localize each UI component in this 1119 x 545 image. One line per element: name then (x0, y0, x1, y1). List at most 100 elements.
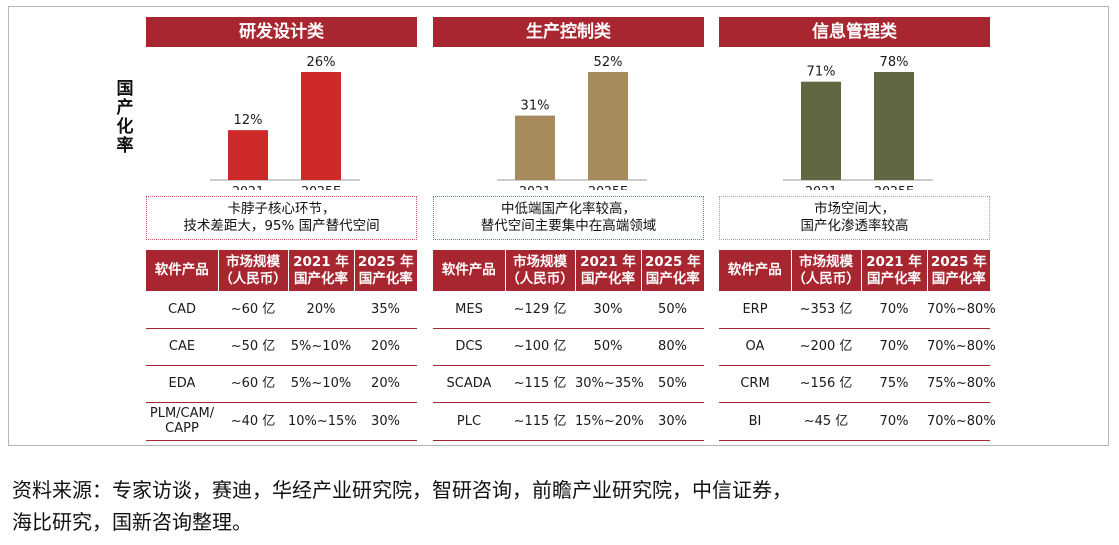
table-cell: DCS (433, 328, 505, 366)
table-cell: ~50 亿 (218, 328, 288, 366)
table-header-row: 软件产品 市场规模 （人民币） 2021 年国产化率 2025 年国产化率 (719, 250, 990, 291)
note-line: 替代空间主要集中在高端领域 (480, 218, 657, 234)
note-line: 卡脖子核心环节， (227, 201, 336, 217)
product-name-line: OA (745, 339, 765, 354)
product-name-line: BI (748, 413, 762, 429)
table-cell: 20% (354, 328, 417, 366)
table-cell: 50% (575, 328, 641, 366)
data-table: 软件产品 市场规模 （人民币） 2021 年国产化率 2025 年国产化率 ERP ~353… (719, 250, 996, 441)
column-header-line: 国产化率 (931, 270, 986, 287)
table-cell: 75%~80% (927, 365, 996, 403)
column-header-line: 市场规模 (799, 253, 853, 270)
table-cell: ~60 亿 (218, 291, 288, 329)
table-cell: 75% (861, 365, 927, 403)
bar-chart: 71% 2021 78% 2025E (783, 55, 933, 190)
y-axis-label: 国 产 化 率 (115, 80, 135, 156)
column-header-line: 国产化率 (294, 270, 348, 287)
table-cell: ~200 亿 (791, 328, 861, 366)
x-tick-label: 2021 (519, 183, 551, 190)
table-cell: 35% (354, 291, 417, 329)
table-cell: 20% (288, 291, 354, 329)
source-line: 资料来源：专家访谈，赛迪，华经产业研究院，智研咨询，前瞻产业研究院，中信证券， (12, 478, 792, 502)
table-cell: ERP (719, 291, 791, 329)
table-cell: 50% (641, 291, 704, 329)
table-cell: 70%~80% (927, 291, 996, 329)
data-label: 71% (807, 65, 836, 80)
panel-title: 研发设计类 (146, 17, 417, 47)
table-row: CRM ~156 亿 75% 75%~80% (719, 365, 996, 403)
data-label: 31% (521, 99, 550, 114)
table-row: EDA ~60 亿 5%~10% 20% (146, 365, 417, 403)
table-cell: ~40 亿 (218, 402, 288, 441)
bar-2025E (874, 72, 914, 180)
table-cell: 5%~10% (288, 328, 354, 366)
product-name-line: CAPP (165, 421, 199, 436)
table-cell: SCADA (433, 365, 505, 403)
data-label: 26% (307, 55, 336, 70)
table-header-row: 软件产品 市场规模 （人民币） 2021 年国产化率 2025 年国产化率 (433, 250, 704, 291)
table-cell: ~129 亿 (505, 291, 575, 329)
figure-frame (8, 6, 1109, 446)
column-header-line: 2025 年 (644, 253, 701, 270)
source-note: 资料来源：专家访谈，赛迪，华经产业研究院，智研咨询，前瞻产业研究院，中信证券， … (12, 474, 1107, 538)
product-name-line: CAE (168, 339, 196, 354)
table-cell: 30% (575, 291, 641, 329)
column-header: 市场规模 （人民币） (791, 250, 862, 291)
column-header: 2025 年国产化率 (927, 250, 990, 291)
table-cell: 20% (354, 365, 417, 403)
table-cell: CAE (146, 328, 218, 366)
table-row: ERP ~353 亿 70% 70%~80% (719, 291, 996, 329)
product-name-line: PLC (456, 413, 482, 429)
table-cell: ~115 亿 (505, 402, 575, 441)
table-cell: 30%~35% (575, 365, 644, 403)
bar-chart: 12% 2021 26% 2025E (210, 55, 360, 190)
x-tick-label: 2021 (232, 183, 264, 190)
table-row: BI ~45 亿 70% 70%~80% (719, 402, 996, 441)
data-label: 12% (234, 113, 263, 128)
x-tick-label: 2025E (301, 183, 341, 190)
data-label: 52% (594, 55, 623, 70)
column-header-line: 2021 年 (866, 253, 922, 270)
table-cell: 80% (641, 328, 704, 366)
note-line: 技术差距大，95% 国产替代空间 (183, 218, 380, 234)
panel-1: 研发设计类 12% 2021 26% 2025E 卡脖子核心环节，技术差距大，95% 国产… (138, 6, 418, 446)
table-cell: ~100 亿 (505, 328, 575, 366)
column-header-line: 市场规模 (226, 253, 280, 270)
column-header-line: 2021 年 (293, 253, 349, 270)
bar-2021 (801, 81, 841, 180)
table-cell: PLC (433, 402, 505, 441)
product-name-line: EDA (168, 376, 196, 391)
column-header-line: 软件产品 (727, 262, 782, 278)
note-line: 国产化渗透率较高 (800, 218, 909, 234)
table-cell: ~156 亿 (791, 365, 861, 403)
table-cell: EDA (146, 365, 218, 403)
y-axis-label-char: 国 (116, 79, 134, 99)
x-tick-label: 2025E (874, 183, 914, 190)
table-cell: BI (719, 402, 791, 441)
column-header-line: （人民币） (219, 270, 287, 287)
column-header: 市场规模 （人民币） (505, 250, 576, 291)
table-cell: 70% (861, 328, 927, 366)
table-cell: OA (719, 328, 791, 366)
column-header: 软件产品 (146, 250, 219, 291)
column-header: 2021 年国产化率 (575, 250, 642, 291)
data-label: 78% (880, 55, 909, 70)
panel-title: 生产控制类 (433, 17, 704, 47)
panel-3: 信息管理类71%202178%2025E市场空间大，国产化渗透率较高软件产品市场… (711, 6, 996, 446)
x-tick-label: 2021 (805, 183, 837, 190)
table-cell: 30% (641, 402, 704, 441)
bar-2021 (515, 115, 555, 180)
panel-2: 生产控制类 31% 2021 52% 2025E 中低端国产化率较高，替代空间主要集中在高… (425, 6, 705, 446)
table-cell: 70%~80% (927, 402, 996, 441)
panel-note: 市场空间大， 国产化渗透率较高 (719, 196, 990, 240)
table-cell: ~60 亿 (218, 365, 288, 403)
product-name-line: PLM/CAM/ (149, 406, 215, 421)
column-header-line: 2021 年 (580, 253, 636, 270)
table-row: DCS ~100 亿 50% 80% (433, 328, 704, 366)
table-cell: PLM/CAM/CAPP (146, 402, 218, 441)
table-cell: 15%~20% (575, 402, 644, 441)
source-line: 海比研究，国新咨询整理。 (12, 510, 252, 534)
column-header-line: 软件产品 (441, 262, 496, 278)
column-header-line: （人民币） (506, 270, 574, 287)
product-name-line: CRM (740, 376, 770, 391)
